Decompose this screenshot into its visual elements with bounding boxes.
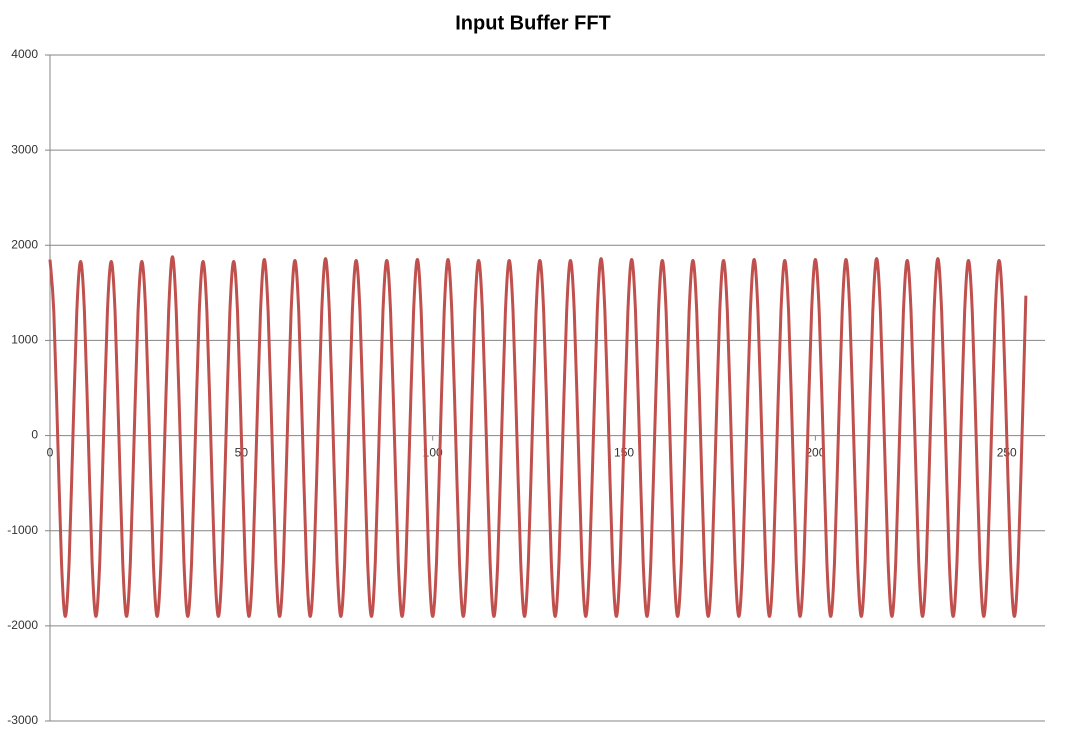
y-tick-label: 0 — [31, 428, 38, 442]
y-tick-label: -1000 — [7, 523, 38, 537]
y-tick-label: -2000 — [7, 618, 38, 632]
y-tick-label: 3000 — [11, 142, 38, 156]
y-tick-label: -3000 — [7, 713, 38, 727]
chart-title: Input Buffer FFT — [455, 12, 611, 34]
x-tick-label: 100 — [423, 446, 443, 460]
y-tick-label: 2000 — [11, 237, 38, 251]
x-tick-label: 0 — [47, 446, 54, 460]
y-tick-label: 4000 — [11, 47, 38, 61]
y-tick-label: 1000 — [11, 333, 38, 347]
x-tick-label: 200 — [805, 446, 825, 460]
series-line — [48, 255, 1028, 618]
